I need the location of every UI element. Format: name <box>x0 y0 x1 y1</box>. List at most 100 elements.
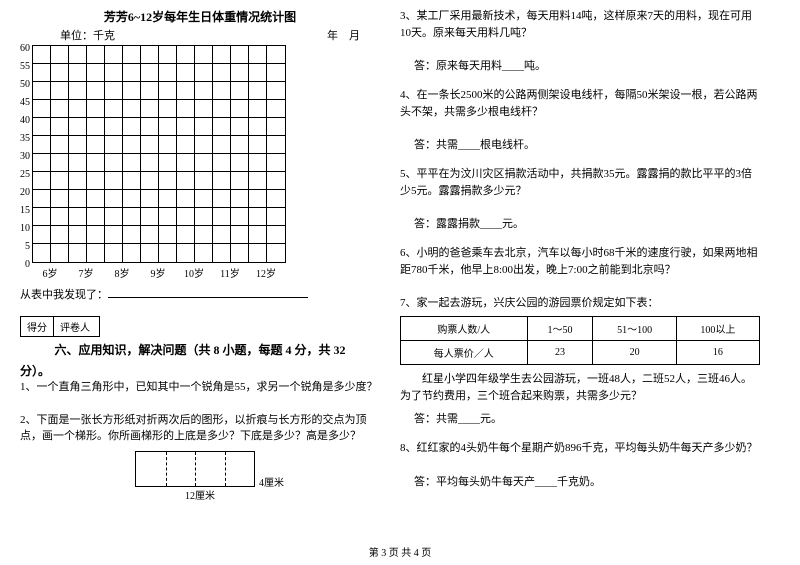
q3-answer: 答：原来每天用料____吨。 <box>414 57 760 73</box>
grid-cell <box>159 136 177 154</box>
grid-cell <box>213 100 231 118</box>
grid-cell <box>141 154 159 172</box>
grid-cell <box>51 190 69 208</box>
grid-cell <box>87 136 105 154</box>
grid-cell <box>177 244 195 262</box>
grid-cell <box>195 118 213 136</box>
fold-line <box>225 452 226 486</box>
grid-cell <box>123 46 141 64</box>
grid-cell <box>267 208 285 226</box>
grid-cell <box>69 82 87 100</box>
grid-cell <box>195 244 213 262</box>
q7-text: 7、家一起去游玩，兴庆公园的游园票价规定如下表： <box>400 294 760 310</box>
grid-cell <box>267 190 285 208</box>
grid-cell <box>195 46 213 64</box>
grid-cell <box>177 64 195 82</box>
grid-cell <box>141 190 159 208</box>
grid-cell <box>87 172 105 190</box>
grid-cell <box>33 100 51 118</box>
q6: 6、小明的爸爸乘车去北京，汽车以每小时68千米的速度行驶，如果两地相距780千米… <box>400 245 760 278</box>
grid-cell <box>105 136 123 154</box>
table-row: 购票人数/人 1～50 51～100 100以上 <box>401 317 760 341</box>
chart-date-label: 年 月 <box>327 27 360 43</box>
grid-cell <box>87 190 105 208</box>
grid-cell <box>159 244 177 262</box>
section6-title: 六、应用知识，解决问题（共 8 小题，每题 4 分，共 32 <box>20 341 380 358</box>
q7-r2: 20 <box>593 341 676 365</box>
grid-cell <box>33 64 51 82</box>
q7-answer: 答：共需____元。 <box>414 410 760 426</box>
grid-cell <box>195 226 213 244</box>
q2-width-label: 12厘米 <box>135 489 265 504</box>
q7-r0: 每人票价／人 <box>401 341 528 365</box>
grid-cell <box>213 118 231 136</box>
grid-cell <box>51 64 69 82</box>
chart-yaxis: 605550454035302520151050 <box>20 45 32 280</box>
grid-cell <box>105 226 123 244</box>
grid-cell <box>105 64 123 82</box>
grid-cell <box>159 154 177 172</box>
grid-cell <box>159 208 177 226</box>
chart-xaxis: 6岁7岁8岁9岁10岁11岁12岁 <box>32 265 286 280</box>
grid-cell <box>159 172 177 190</box>
grid-cell <box>177 100 195 118</box>
grid-cell <box>177 136 195 154</box>
grid-cell <box>249 208 267 226</box>
grid-cell <box>213 46 231 64</box>
grid-row <box>33 244 285 262</box>
reviewer-label: 评卷人 <box>54 317 96 336</box>
grid-cell <box>267 244 285 262</box>
chart-grid <box>32 45 286 263</box>
q1: 1、一个直角三角形中，已知其中一个锐角是55，求另一个锐角是多少度？ <box>20 379 380 396</box>
grid-cell <box>177 172 195 190</box>
section6-title2: 分）。 <box>20 362 380 379</box>
q8: 8、红红家的4头奶牛每个星期产奶896千克，平均每头奶牛每天产多少奶？ <box>400 440 760 457</box>
grid-cell <box>69 136 87 154</box>
grid-cell <box>213 172 231 190</box>
grid-cell <box>123 208 141 226</box>
grid-row <box>33 118 285 136</box>
grid-cell <box>69 244 87 262</box>
grid-cell <box>213 208 231 226</box>
grid-cell <box>141 136 159 154</box>
grid-cell <box>267 172 285 190</box>
grid-cell <box>105 82 123 100</box>
score-label: 得分 <box>21 317 54 336</box>
grid-cell <box>267 46 285 64</box>
q7-h2: 51～100 <box>593 317 676 341</box>
grid-cell <box>51 226 69 244</box>
q2-text: 2、下面是一张长方形纸对折两次后的图形，以折痕与长方形的交点为顶点，画一个梯形。… <box>20 414 367 443</box>
grid-cell <box>33 136 51 154</box>
q5-answer: 答：露露捐款____元。 <box>414 215 760 231</box>
grid-cell <box>177 208 195 226</box>
grid-row <box>33 226 285 244</box>
xtick: 6岁 <box>32 265 68 280</box>
grid-cell <box>87 64 105 82</box>
grid-row <box>33 82 285 100</box>
grid-cell <box>177 82 195 100</box>
grid-cell <box>195 100 213 118</box>
grid-cell <box>249 136 267 154</box>
q4: 4、在一条长2500米的公路两侧架设电线杆，每隔50米架设一根，若公路两头不架，… <box>400 87 760 120</box>
grid-cell <box>141 46 159 64</box>
grid-cell <box>69 208 87 226</box>
ytick: 0 <box>20 261 30 279</box>
grid-cell <box>213 82 231 100</box>
grid-cell <box>123 190 141 208</box>
grid-cell <box>69 46 87 64</box>
xtick: 9岁 <box>140 265 176 280</box>
grid-cell <box>177 46 195 64</box>
grid-cell <box>177 226 195 244</box>
grid-cell <box>69 154 87 172</box>
grid-cell <box>249 172 267 190</box>
grid-cell <box>213 244 231 262</box>
grid-cell <box>51 172 69 190</box>
grid-cell <box>141 226 159 244</box>
grid-row <box>33 64 285 82</box>
grid-cell <box>105 100 123 118</box>
grid-cell <box>159 100 177 118</box>
grid-cell <box>69 118 87 136</box>
grid-cell <box>231 172 249 190</box>
grid-cell <box>213 64 231 82</box>
grid-cell <box>69 190 87 208</box>
